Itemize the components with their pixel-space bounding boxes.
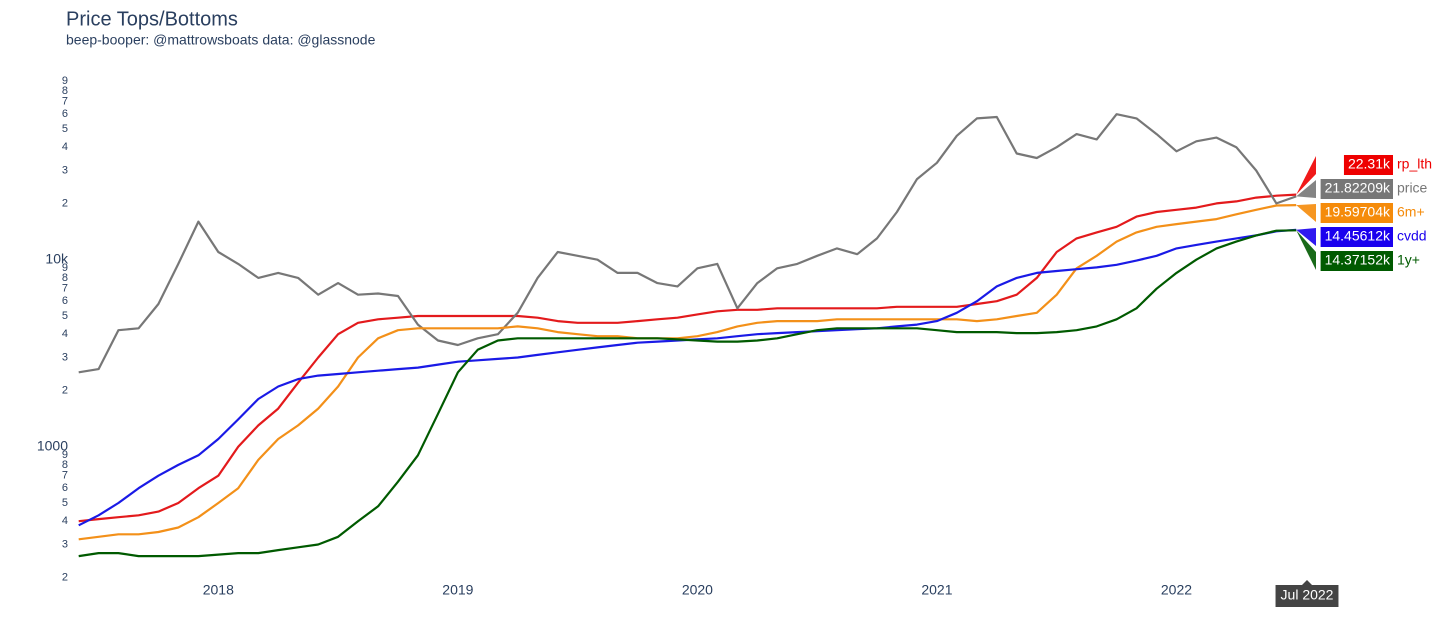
end-pointer [1296, 204, 1316, 222]
y-tick-label: 2 [62, 384, 68, 396]
y-tick-label: 8 [62, 459, 68, 471]
series-name: 1y+ [1397, 252, 1420, 268]
series-name: cvdd [1397, 228, 1427, 244]
end-value-box [1320, 203, 1393, 223]
end-label: 19.59704k 6m+ [1296, 203, 1425, 223]
series-line [78, 193, 1297, 523]
y-tick-label: 5 [62, 497, 68, 509]
y-tick-label: 3 [62, 351, 68, 363]
y-tick-label: 5 [62, 123, 68, 135]
end-value-box [1320, 251, 1393, 271]
end-value-box [1343, 155, 1393, 175]
end-value: 19.59704k [1325, 204, 1391, 220]
y-tick-label: 7 [62, 470, 68, 482]
y-tick-label: 4 [62, 515, 68, 527]
end-value: 14.45612k [1325, 228, 1391, 244]
x-tick-label: 2020 [682, 582, 713, 598]
y-tick-label: 7 [62, 283, 68, 295]
x-tick-label: 2022 [1161, 582, 1192, 598]
chart-subtitle: beep-booper: @mattrowsboats data: @glass… [66, 32, 376, 48]
y-tick-label: 7 [62, 96, 68, 108]
y-tick-label: 5 [62, 310, 68, 322]
series-line [78, 229, 1297, 558]
y-tick-label: 8 [62, 85, 68, 97]
end-label: 22.31k rp_lth [1296, 155, 1432, 195]
end-label: 14.37152k 1y+ [1296, 230, 1420, 271]
hover-pointer [1301, 580, 1313, 586]
x-tick-label: 2019 [442, 582, 473, 598]
end-pointer [1296, 180, 1316, 198]
y-tick-label: 10k [45, 250, 69, 266]
y-tick-label: 4 [62, 141, 68, 153]
series-name: rp_lth [1397, 156, 1432, 172]
y-tick-label: 6 [62, 482, 68, 494]
y-tick-label: 1000 [37, 437, 68, 453]
series-name: price [1397, 180, 1428, 196]
end-value-box [1320, 179, 1393, 199]
series-name: 6m+ [1397, 204, 1425, 220]
end-value: 14.37152k [1325, 252, 1391, 268]
end-value: 21.82209k [1325, 180, 1391, 196]
hover-label: Jul 2022 [1281, 587, 1334, 603]
y-tick-label: 9 [62, 75, 68, 87]
x-tick-label: 2018 [203, 582, 234, 598]
hover-box [1275, 585, 1339, 607]
end-label: 14.45612k cvdd [1296, 227, 1427, 247]
y-tick-label: 8 [62, 272, 68, 284]
end-pointer [1296, 230, 1316, 270]
end-pointer [1296, 228, 1316, 246]
chart-title: Price Tops/Bottoms [66, 8, 238, 30]
y-tick-label: 9 [62, 262, 68, 274]
y-tick-label: 6 [62, 108, 68, 120]
y-tick-label: 3 [62, 538, 68, 550]
y-tick-label: 3 [62, 164, 68, 176]
series-line [78, 204, 1297, 541]
series-line [78, 228, 1297, 527]
end-value-box [1320, 227, 1393, 247]
end-value: 22.31k [1348, 156, 1391, 172]
y-tick-label: 9 [62, 449, 68, 461]
x-tick-label: 2021 [921, 582, 952, 598]
end-label: 21.82209k price [1296, 179, 1428, 199]
y-tick-label: 2 [62, 571, 68, 583]
series-line [78, 113, 1297, 374]
y-tick-label: 4 [62, 328, 68, 340]
end-pointer [1296, 156, 1316, 195]
y-tick-label: 6 [62, 295, 68, 307]
y-tick-label: 2 [62, 197, 68, 209]
